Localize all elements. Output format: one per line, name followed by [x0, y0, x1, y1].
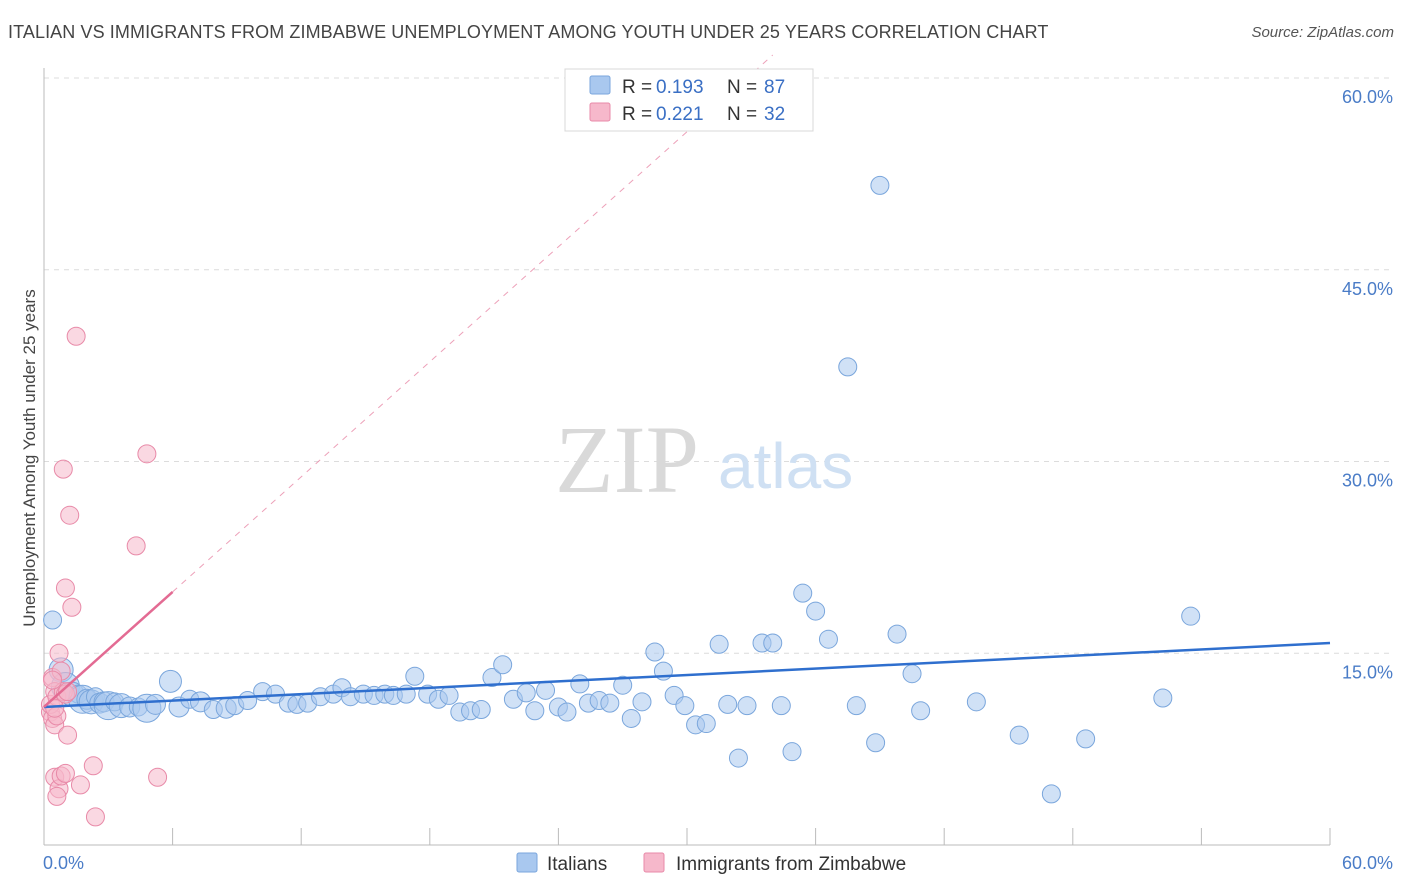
- point-zimbabwe-18: [58, 725, 78, 745]
- y-tick-label-0: 15.0%: [1342, 662, 1393, 682]
- series-zimbabwe: [40, 326, 168, 827]
- point-zimbabwe-31: [45, 698, 65, 718]
- point-italians-48: [493, 655, 513, 675]
- x-tick-label-1: 60.0%: [1342, 853, 1393, 873]
- point-italians-43: [439, 685, 459, 705]
- legend-swatch-zimbabwe: [589, 102, 611, 122]
- y-tick-labels: 15.0% 30.0% 45.0% 60.0%: [1342, 87, 1393, 682]
- data-points: [40, 175, 1331, 827]
- point-italians-86: [966, 692, 986, 712]
- trend-lines: [172, 54, 774, 593]
- point-italians-88: [1041, 784, 1061, 804]
- point-zimbabwe-8: [49, 643, 69, 663]
- point-italians-55: [570, 674, 590, 694]
- legend-n-value-italians: 87: [764, 77, 785, 98]
- point-zimbabwe-29: [148, 767, 168, 787]
- y-axis-label: Unemployment Among Youth under 25 years: [20, 289, 39, 626]
- bottom-legend-label-zimbabwe: Immigrants from Zimbabwe: [676, 854, 906, 875]
- point-zimbabwe-28: [137, 444, 157, 464]
- point-zimbabwe-27: [126, 536, 146, 556]
- point-zimbabwe-26: [85, 807, 105, 827]
- point-zimbabwe-12: [58, 682, 78, 702]
- point-italians-67: [696, 714, 716, 734]
- point-italians-91: [1181, 606, 1201, 626]
- legend-swatch-italians: [589, 75, 611, 95]
- point-italians-65: [675, 696, 695, 716]
- y-tick-label-2: 45.0%: [1342, 279, 1393, 299]
- point-italians-85: [911, 701, 931, 721]
- point-zimbabwe-23: [55, 763, 75, 783]
- point-italians-90: [1153, 688, 1173, 708]
- point-italians-69: [718, 694, 738, 714]
- point-zimbabwe-25: [83, 756, 103, 776]
- chart-title: ITALIAN VS IMMIGRANTS FROM ZIMBABWE UNEM…: [8, 22, 1049, 42]
- point-italians-84: [902, 664, 922, 684]
- trend-line-italians: [43, 641, 1331, 709]
- point-italians-60: [621, 708, 641, 728]
- point-italians-77: [806, 601, 826, 621]
- point-zimbabwe-24: [70, 775, 90, 795]
- legend-r-value-italians: 0.193: [656, 77, 704, 98]
- source-label: Source: ZipAtlas.com: [1251, 24, 1394, 41]
- point-italians-52: [536, 680, 556, 700]
- point-italians-50: [516, 683, 536, 703]
- watermark-atlas: atlas: [718, 430, 853, 502]
- point-italians-17: [144, 693, 166, 715]
- point-italians-18: [158, 669, 182, 693]
- point-italians-87: [1009, 725, 1029, 745]
- point-zimbabwe-17: [66, 326, 86, 346]
- bottom-legend-swatch-zimbabwe: [643, 852, 665, 873]
- point-italians-76: [793, 583, 813, 603]
- point-italians-74: [771, 696, 791, 716]
- y-tick-label-3: 60.0%: [1342, 87, 1393, 107]
- point-italians-71: [737, 696, 757, 716]
- point-italians-47: [482, 668, 502, 688]
- legend-r-label-zimbabwe: R =: [622, 104, 652, 125]
- point-italians-61: [632, 692, 652, 712]
- point-zimbabwe-14: [55, 578, 75, 598]
- point-italians-62: [645, 642, 665, 662]
- watermark-zip: ZIP: [555, 406, 699, 513]
- point-zimbabwe-30: [43, 670, 63, 690]
- point-italians-0: [43, 610, 63, 630]
- point-zimbabwe-16: [62, 597, 82, 617]
- x-tick-label-0: 0.0%: [43, 853, 84, 873]
- point-italians-68: [709, 634, 729, 654]
- point-italians-89: [1076, 729, 1096, 749]
- point-italians-75: [782, 742, 802, 762]
- point-italians-78: [818, 629, 838, 649]
- point-italians-59: [613, 675, 633, 695]
- point-italians-81: [866, 733, 886, 753]
- point-zimbabwe-13: [53, 459, 73, 479]
- legend-r-value-zimbabwe: 0.221: [656, 104, 704, 125]
- legend-r-label-italians: R =: [622, 77, 652, 98]
- point-italians-83: [887, 624, 907, 644]
- trend-line-zimbabwe: [43, 590, 174, 708]
- point-italians-80: [846, 696, 866, 716]
- bottom-legend-swatch-italians: [516, 852, 538, 873]
- legend: R = 0.193 N = 87 R = 0.221 N = 32: [564, 68, 814, 132]
- bottom-legend-label-italians: Italians: [547, 854, 607, 875]
- y-tick-label-1: 30.0%: [1342, 471, 1393, 491]
- point-italians-40: [405, 666, 425, 686]
- point-zimbabwe-21: [47, 786, 67, 806]
- point-italians-79: [838, 357, 858, 377]
- gridlines: [44, 77, 1392, 654]
- point-italians-58: [600, 693, 620, 713]
- bottom-legend: Italians Immigrants from Zimbabwe: [516, 852, 906, 875]
- point-italians-46: [471, 699, 491, 719]
- x-tick-labels: 0.0% 60.0%: [43, 853, 1393, 873]
- legend-n-value-zimbabwe: 32: [764, 104, 785, 125]
- point-zimbabwe-15: [60, 505, 80, 525]
- legend-n-label-italians: N =: [727, 77, 757, 98]
- point-italians-82: [870, 175, 890, 195]
- trend-dashed-1: [172, 54, 774, 593]
- point-italians-70: [728, 748, 748, 768]
- point-italians-54: [557, 702, 577, 722]
- point-italians-51: [525, 701, 545, 721]
- point-italians-73: [763, 633, 783, 653]
- legend-n-label-zimbabwe: N =: [727, 104, 757, 125]
